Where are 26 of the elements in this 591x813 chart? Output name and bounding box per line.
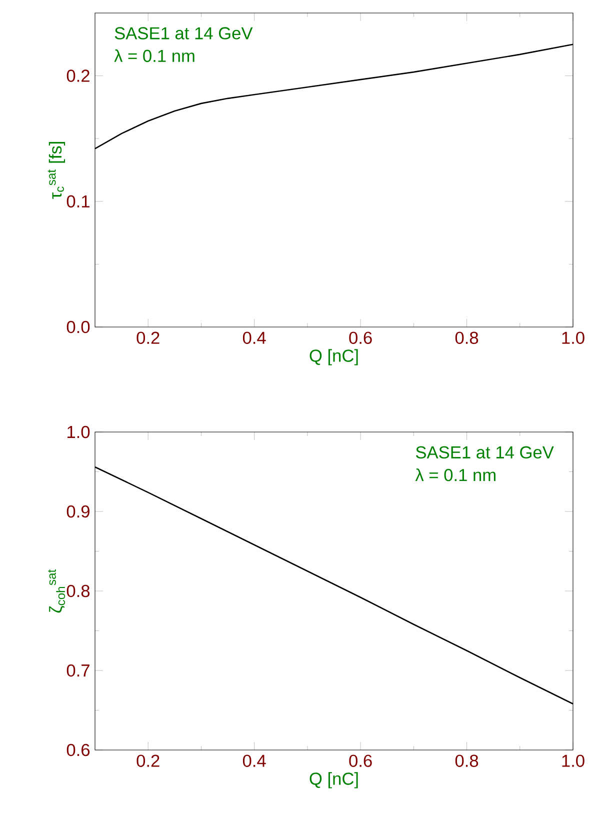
x-axis-title: Q [nC] [310,772,358,788]
annotation: SASE1 at 14 GeV [416,446,554,459]
x-tick-label: 0.4 [242,332,266,344]
y-axis-title: τ$_{c}$$^{sat}$ [fs] [48,142,66,199]
x-tick-label: 0.6 [349,332,372,344]
x-axis-title: Q [nC] [310,349,358,366]
x-tick-label: 0.2 [136,754,160,767]
x-tick-label: 1.0 [562,754,584,767]
x-tick-label: 0.2 [136,332,160,344]
y-tick-label: 0.6 [66,744,90,756]
x-tick-label: 0.8 [455,754,478,767]
x-tick-label: 1.0 [562,332,584,344]
x-tick-label: 0.8 [455,332,478,344]
annotation: λ = 0.1 nm [114,49,194,62]
y-tick-label: 1.0 [68,426,90,438]
y-tick-label: 0.2 [66,70,90,82]
x-tick-label: 0.4 [242,754,266,767]
y-tick-label: 0.1 [66,195,90,208]
y-tick-label: 0.0 [66,320,90,334]
x-tick-label: 0.6 [349,754,372,767]
y-tick-label: 0.8 [66,584,90,598]
annotation: SASE1 at 14 GeV [114,27,253,40]
y-tick-label: 0.7 [66,664,90,677]
y-tick-label: 0.9 [66,505,90,518]
y-axis-title: ζ$_{coh}$sat [48,569,66,613]
annotation: λ = 0.1 nm [415,468,496,482]
